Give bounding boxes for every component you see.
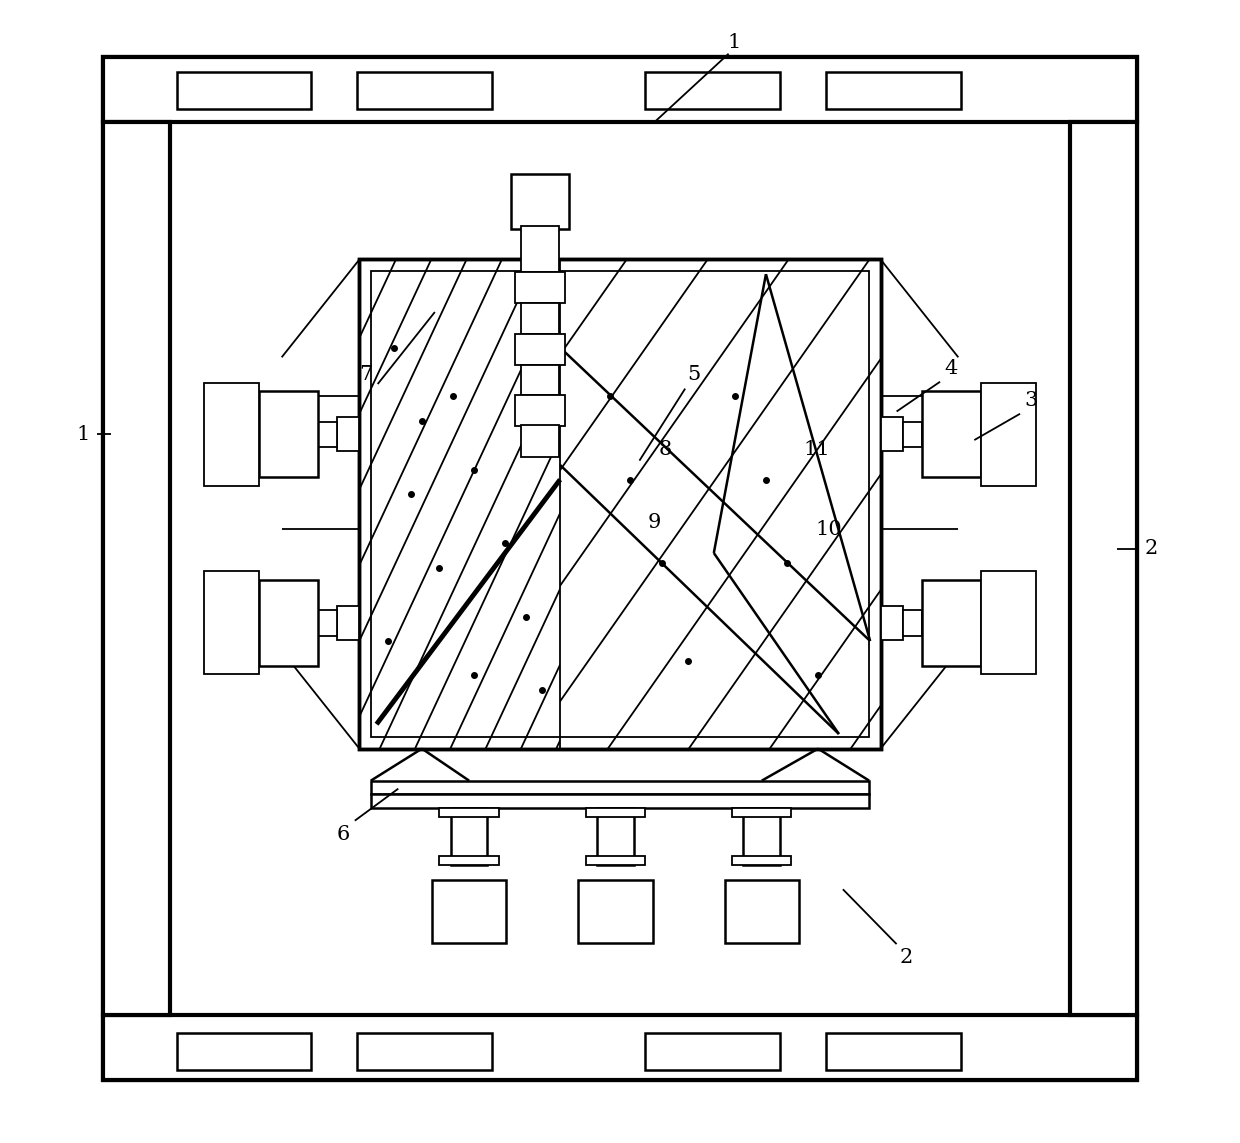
Bar <box>432 880 506 943</box>
Bar <box>319 610 336 636</box>
Text: 3: 3 <box>1024 391 1038 409</box>
Bar <box>176 1033 311 1070</box>
Bar <box>921 580 981 665</box>
Bar <box>439 808 498 817</box>
Text: 1: 1 <box>728 33 742 51</box>
Bar <box>259 391 319 478</box>
Bar <box>336 417 360 451</box>
Text: 10: 10 <box>816 520 842 538</box>
Bar <box>371 794 869 808</box>
Bar <box>724 880 799 943</box>
Bar <box>515 272 565 303</box>
Text: 11: 11 <box>804 440 830 458</box>
Text: 2: 2 <box>899 949 913 967</box>
Text: 2: 2 <box>1145 539 1158 558</box>
Bar <box>360 259 880 749</box>
Bar <box>439 856 498 865</box>
Text: 5: 5 <box>688 366 701 384</box>
Text: 7: 7 <box>360 366 373 384</box>
Bar <box>451 808 487 865</box>
Bar <box>645 72 780 109</box>
Bar <box>826 1033 961 1070</box>
Bar <box>904 422 921 447</box>
Bar <box>645 1033 780 1070</box>
Bar <box>103 57 1137 122</box>
Bar <box>259 580 319 665</box>
Bar <box>103 1015 1137 1080</box>
Bar <box>598 808 634 865</box>
Text: 8: 8 <box>660 440 672 458</box>
Bar <box>521 303 559 334</box>
Bar <box>732 808 791 817</box>
Text: 9: 9 <box>647 513 661 531</box>
Text: 1: 1 <box>76 425 89 443</box>
Bar <box>981 383 1037 486</box>
Bar <box>880 606 904 640</box>
Bar <box>744 808 780 865</box>
Text: 6: 6 <box>337 825 350 844</box>
Bar <box>357 72 492 109</box>
Bar <box>511 174 569 229</box>
Bar <box>578 880 652 943</box>
Bar <box>319 422 336 447</box>
Bar <box>203 572 259 674</box>
Bar <box>103 57 1137 1080</box>
Bar <box>336 606 360 640</box>
Bar <box>357 1033 492 1070</box>
Bar <box>360 259 880 749</box>
Bar <box>585 856 645 865</box>
Bar <box>521 365 559 395</box>
Bar <box>515 334 565 365</box>
Bar <box>371 781 869 794</box>
Text: 4: 4 <box>945 359 959 377</box>
Bar <box>176 72 311 109</box>
Bar <box>371 271 869 737</box>
Bar <box>1070 122 1137 1015</box>
Bar <box>521 425 559 457</box>
Bar <box>585 808 645 817</box>
Bar <box>921 391 981 478</box>
Bar <box>203 383 259 486</box>
Bar <box>170 122 1070 1015</box>
Bar <box>981 572 1037 674</box>
Bar <box>904 610 921 636</box>
Bar <box>732 856 791 865</box>
Bar <box>103 122 170 1015</box>
Bar <box>521 226 559 272</box>
Bar <box>826 72 961 109</box>
Bar <box>880 417 904 451</box>
Bar <box>515 395 565 426</box>
